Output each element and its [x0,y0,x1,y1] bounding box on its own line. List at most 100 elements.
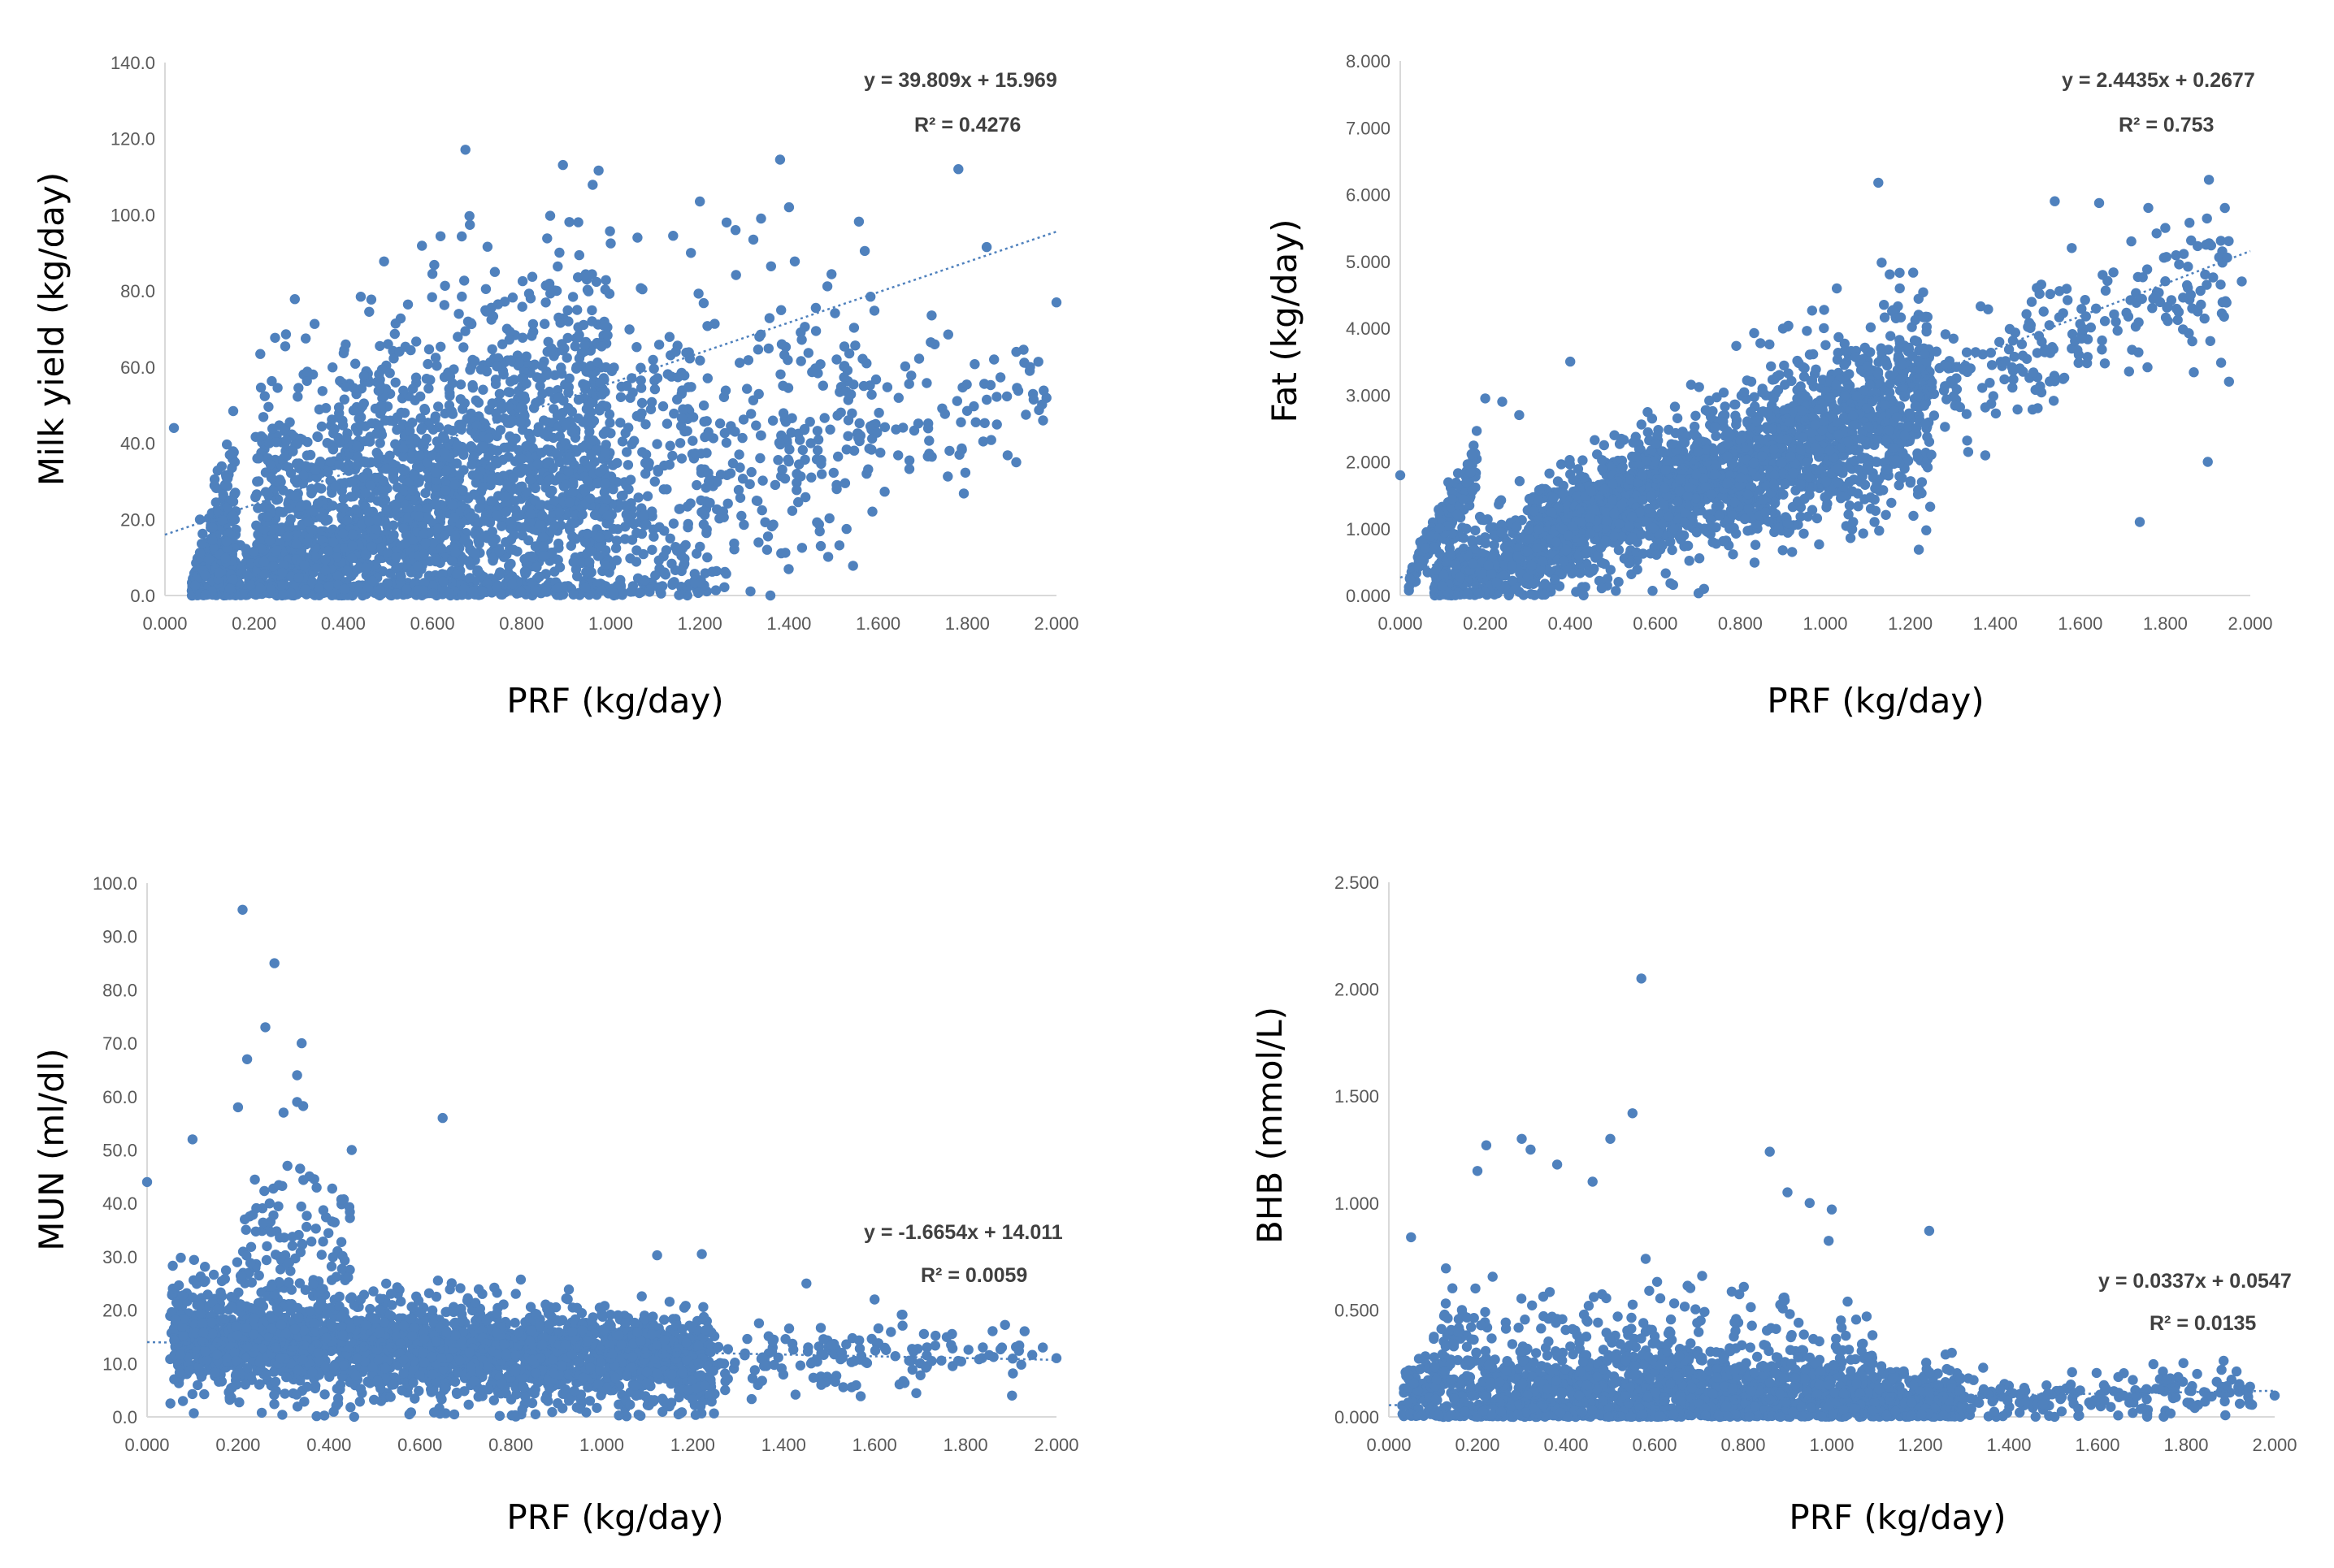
panel-0-data-point [631,527,642,539]
panel-1-data-point [1777,323,1789,334]
panel-0-data-point [648,354,658,366]
panel-0-data-point [314,583,324,594]
panel-0-data-point [734,449,744,460]
panel-0-data-point [828,467,839,479]
panel-0-data-point [282,531,293,542]
panel-0-data-point [382,520,393,531]
panel-0-data-point [568,557,579,567]
panel-0-data-point [449,479,461,490]
panel-0-data-point [200,589,211,600]
panel-0-data-point [859,245,870,257]
panel-1-data-point [1918,287,1928,297]
panel-0-data-point [549,370,560,380]
panel-0-data-point [560,420,571,431]
panel-1-data-point [1642,427,1654,438]
panel-0-data-point [364,306,375,317]
panel-1-data-point [1672,413,1683,423]
panel-0-data-point [753,537,764,548]
panel-0-data-point [536,373,547,383]
panel-1-y-tick-label: 6.000 [1346,185,1390,206]
panel-0-data-point [751,420,761,431]
panel-0-data-point [439,433,450,444]
panel-1-data-point [1814,539,1824,550]
panel-0-data-point [640,419,651,430]
panel-0-data-point [637,447,648,457]
panel-0-data-point [819,413,830,423]
panel-0-data-point [784,444,795,455]
panel-0-data-point [317,386,328,396]
panel-0-data-point [866,389,877,400]
panel-0-data-point [579,340,590,350]
panel-0-data-point [738,414,749,425]
panel-0-data-point [445,371,456,382]
panel-0-data-point [312,498,323,509]
panel-0-data-point [800,492,811,503]
panel-0-data-point [486,496,497,506]
panel-0-data-point [649,476,660,487]
panel-0-data-point [302,516,314,527]
panel-0-data-point [220,552,231,564]
panel-0-data-point [986,435,996,445]
panel-0-data-point [780,417,792,427]
panel-0-data-point [839,372,849,383]
panel-1-data-point [1632,564,1642,575]
panel-1-data-point [1859,342,1870,353]
panel-1-data-point [1908,267,1919,278]
panel-0-data-point [366,294,377,305]
panel-0-data-point [981,241,992,253]
panel-0-data-point [696,448,707,459]
panel-0-data-point [843,431,853,441]
panel-1-data-point [1750,539,1761,550]
panel-1-data-point [1651,549,1662,561]
panel-0-data-point [653,340,665,350]
panel-0-data-point [482,241,493,252]
panel-1-data-point [1874,526,1885,536]
panel-0-data-point [633,492,644,503]
panel-0-data-point [676,413,688,423]
panel-0-data-point [540,297,551,308]
panel-0-data-point [867,506,878,517]
panel-0-data-point [475,495,486,505]
panel-0-data-point [960,467,971,478]
panel-0-data-point [796,356,806,366]
panel-0-data-point [439,300,449,310]
panel-0-data-point [796,543,808,553]
panel-0-data-point [301,333,311,344]
panel-1-data-point [1894,283,1905,294]
panel-0-data-point [517,453,527,465]
panel-0-data-point [359,457,370,467]
panel-0-data-point [766,261,776,271]
panel-0-data-point [815,540,826,552]
panel-0-data-point [695,355,705,366]
panel-0-data-point [701,527,712,539]
panel-1-data-point [1924,501,1936,512]
panel-0-data-point [848,445,860,456]
panel-0-data-point [698,297,709,309]
panel-1-y-tick-label: 8.000 [1346,51,1390,71]
panel-1-data-point [1912,489,1924,500]
panel-0-data-point [538,541,549,552]
panel-0-data-point [597,341,607,352]
panel-1-data-point [1728,549,1738,560]
panel-0-data-point [338,493,349,504]
panel-0-data-point [530,483,540,494]
panel-0-data-point [491,455,501,466]
panel-0-data-point [222,439,232,450]
panel-0-data-point [563,316,574,327]
panel-0-data-point [405,426,415,436]
panel-1-data-point [1766,361,1777,372]
panel-0-data-point [696,495,706,506]
panel-0-data-point [391,588,402,599]
panel-0-data-point [698,400,709,411]
panel-0-data-point [598,428,609,440]
panel-0-data-point [1012,383,1022,393]
panel-0-ylabel: Milk yield (kg/day) [32,172,72,486]
panel-0-data-point [623,460,634,470]
panel-0-data-point [822,552,834,562]
panel-0-data-point [361,562,371,574]
panel-0-data-point [444,587,454,599]
panel-0-y-tick-label: 60.0 [120,357,155,378]
panel-1-data-point [1798,362,1808,373]
panel-0-data-point [695,541,705,552]
panel-0-data-point [458,449,469,460]
